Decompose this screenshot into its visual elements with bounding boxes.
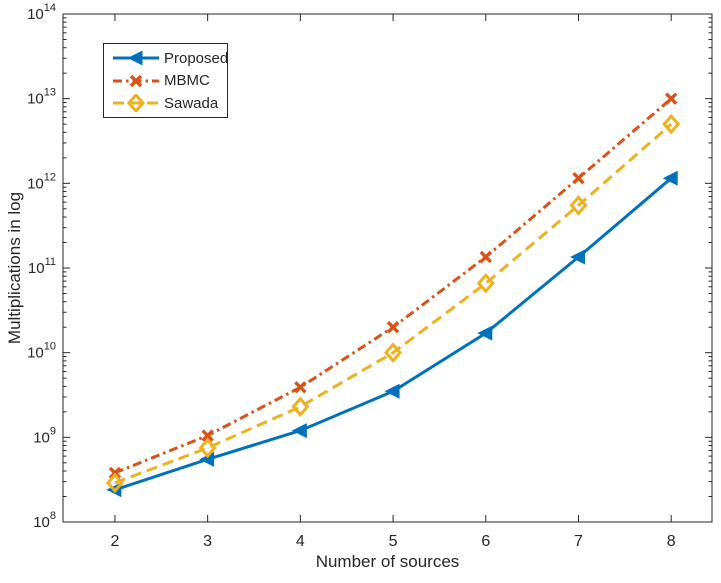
x-tick-label: 7 [574, 533, 583, 550]
series-line [114, 97, 673, 475]
legend-label-mbmc: MBMC [164, 72, 210, 89]
legend-label-proposed: Proposed [164, 49, 229, 67]
y-tick-label: 108 [33, 510, 56, 531]
x-marker-icon [386, 320, 400, 334]
triangle-left-marker-icon [291, 423, 307, 439]
triangle-left-marker-icon [477, 325, 493, 341]
diamond-marker-icon [105, 472, 124, 494]
legend-entry-mbmc: MBMC [112, 72, 219, 90]
diamond-marker-icon [127, 94, 145, 112]
diamond-marker-icon [662, 113, 681, 135]
y-tick-label: 109 [33, 425, 56, 446]
x-tick-label: 6 [481, 533, 490, 550]
triangle-left-marker-icon [384, 383, 400, 399]
triangle-left-marker-icon [569, 249, 585, 265]
legend-label-sawada: Sawada [164, 94, 219, 112]
x-tick-label: 4 [296, 533, 305, 550]
series-sawada [105, 113, 681, 494]
legend-entry-sawada: Sawada [112, 94, 219, 112]
legend-sample-mbmc-line-icon [113, 74, 159, 87]
series-line [114, 177, 673, 492]
y-tick-label: 1013 [27, 87, 56, 108]
x-tick-label: 8 [667, 533, 676, 550]
series-mbmc [108, 92, 678, 480]
x-marker-icon [665, 92, 678, 105]
y-axis-label: Multiplications in log [5, 191, 24, 345]
legend: Proposed MBMC Sawada [103, 43, 228, 118]
diamond-marker-icon [569, 195, 588, 216]
axes [62, 13, 713, 523]
triangle-left-marker-icon [199, 451, 215, 467]
x-tick-label: 5 [389, 533, 398, 550]
x-marker-icon [129, 74, 143, 87]
x-axis-label: Number of sources [315, 552, 460, 571]
diamond-marker-icon [384, 342, 403, 363]
x-marker-icon [479, 250, 492, 264]
diamond-marker-icon [198, 437, 217, 459]
y-tick-label: 1012 [27, 171, 56, 192]
triangle-left-marker-icon [662, 170, 678, 186]
y-tick-label: 1010 [27, 341, 56, 362]
legend-sample-proposed-line-icon [113, 50, 159, 66]
diamond-marker-icon [476, 273, 495, 294]
x-marker-icon [294, 381, 307, 394]
y-tick-label: 1014 [27, 2, 56, 23]
x-marker-icon [201, 429, 214, 442]
x-tick-label: 3 [203, 533, 212, 550]
y-tick-label: 1011 [28, 256, 56, 277]
x-tick-label: 2 [110, 533, 119, 550]
diamond-marker-icon [291, 396, 310, 417]
triangle-left-marker-icon [127, 50, 143, 66]
legend-sample-sawada-line-icon [113, 94, 159, 112]
series-proposed [106, 170, 678, 498]
series-line [114, 123, 673, 485]
tick-labels: 2 3 4 5 6 7 8 108 109 1010 1011 1012 1013 1014 [27, 2, 676, 550]
legend-entry-proposed: Proposed [112, 49, 228, 67]
x-marker-icon [572, 171, 585, 185]
